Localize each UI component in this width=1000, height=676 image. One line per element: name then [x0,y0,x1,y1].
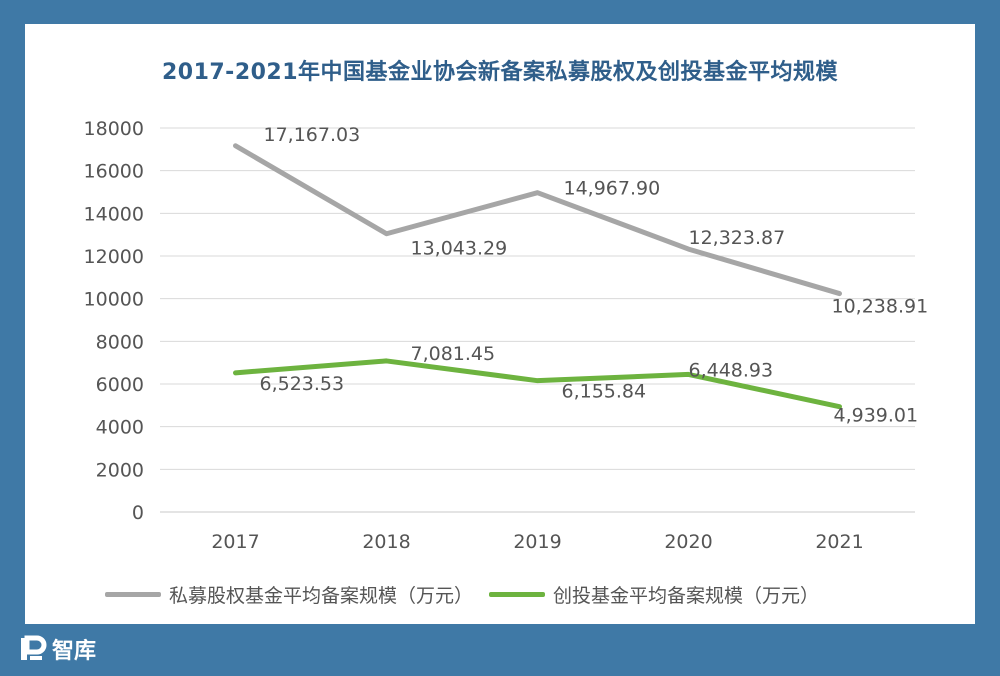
legend-item-equity: 私募股权基金平均备案规模（万元） [105,581,473,608]
data-label: 6,448.93 [689,359,774,381]
x-tick-label: 2017 [211,531,259,553]
legend-swatch-vc [489,592,546,597]
y-tick-label: 12000 [84,246,144,268]
data-label: 12,323.87 [689,227,786,249]
legend-item-vc: 创投基金平均备案规模（万元） [489,581,819,608]
y-tick-label: 8000 [96,331,144,353]
x-tick-label: 2018 [362,531,410,553]
y-tick-label: 2000 [96,459,144,481]
x-tick-label: 2021 [815,531,863,553]
legend-label-equity: 私募股权基金平均备案规模（万元） [169,585,474,607]
legend-label-vc: 创投基金平均备案规模（万元） [553,585,820,607]
data-label: 13,043.29 [411,238,508,260]
x-tick-label: 2020 [664,531,712,553]
line-chart: 0 2000 4000 6000 8000 10000 12000 14000 16000 180… [84,118,929,553]
data-label: 10,238.91 [832,296,929,318]
data-label: 14,967.90 [564,178,661,200]
y-tick-label: 10000 [84,289,144,311]
y-tick-label: 18000 [84,118,144,140]
y-tick-label: 16000 [84,161,144,183]
chart-card: 2017-2021年中国基金业协会新备案私募股权及创投基金平均规模 0 2000 4… [25,24,975,624]
series-line-0 [233,143,842,297]
series-line-1 [233,358,842,410]
data-label: 17,167.03 [264,124,361,146]
watermark-text: 智库 [52,639,97,664]
y-tick-label: 14000 [84,203,144,225]
legend-swatch-equity [105,592,161,597]
watermark-logo: 智库 [18,633,96,665]
data-label: 6,155.84 [562,381,647,403]
y-tick-label: 0 [132,502,144,524]
data-label: 6,523.53 [260,373,345,395]
legend: 私募股权基金平均备案规模（万元） 创投基金平均备案规模（万元） [105,581,835,608]
brand-logo-icon [21,635,47,660]
data-label: 7,081.45 [411,343,496,365]
y-tick-label: 6000 [96,374,144,396]
x-tick-label: 2019 [513,531,561,553]
y-tick-label: 4000 [96,417,144,439]
chart-title: 2017-2021年中国基金业协会新备案私募股权及创投基金平均规模 [161,60,839,85]
data-label: 4,939.01 [834,405,919,427]
